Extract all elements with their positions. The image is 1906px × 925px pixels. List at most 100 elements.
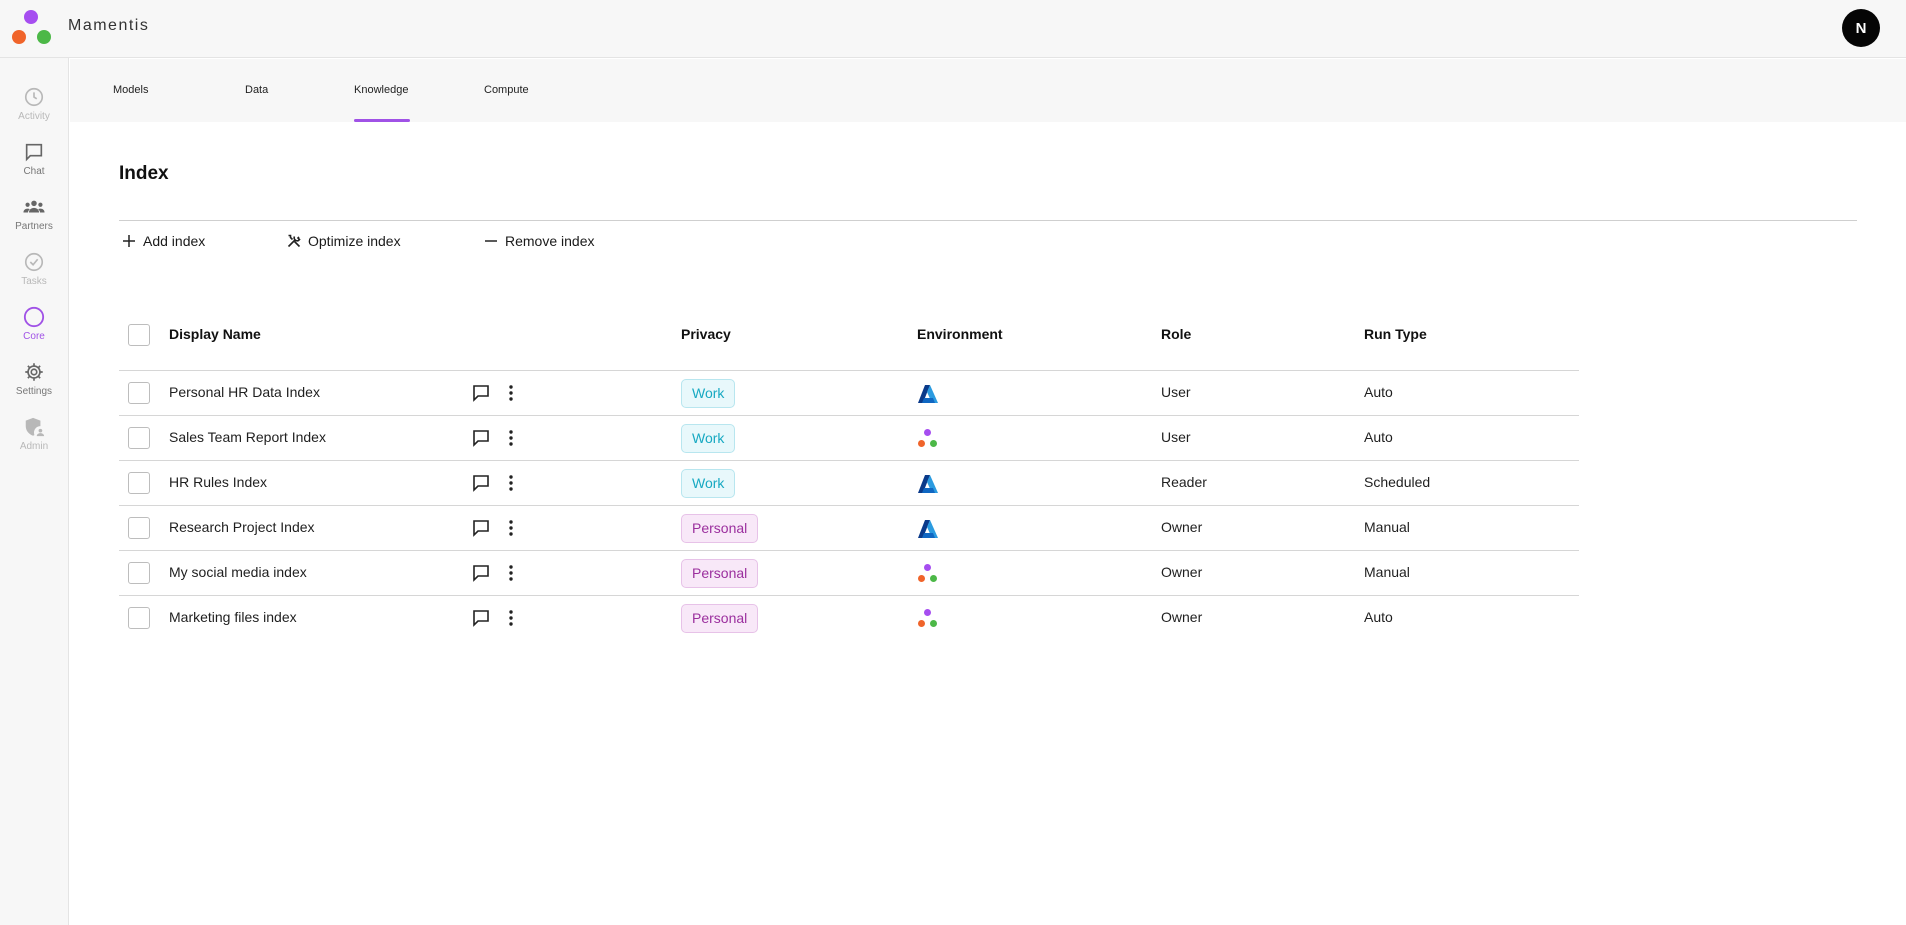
mamentis-icon: [917, 608, 939, 630]
chat-icon[interactable]: [471, 563, 491, 583]
tab-models[interactable]: Models: [113, 84, 149, 96]
row-display-name: Personal HR Data Index: [169, 384, 320, 400]
row-display-name: Sales Team Report Index: [169, 429, 326, 445]
brand-name: Mamentis: [68, 17, 150, 34]
chat-icon: [25, 143, 43, 162]
more-vertical-icon[interactable]: [501, 473, 521, 493]
mamentis-icon: [917, 428, 939, 450]
chat-icon[interactable]: [471, 473, 491, 493]
column-header-display-name[interactable]: Display Name: [169, 326, 261, 342]
sidebar-item-activity[interactable]: Activity: [0, 86, 68, 134]
logo-dot-purple: [924, 609, 931, 616]
row-role: Reader: [1161, 474, 1207, 490]
row-checkbox[interactable]: [128, 472, 150, 494]
row-display-name: My social media index: [169, 564, 307, 580]
row-checkbox[interactable]: [128, 562, 150, 584]
privacy-badge: Work: [681, 379, 736, 408]
privacy-badge: Personal: [681, 559, 759, 588]
row-checkbox[interactable]: [128, 382, 150, 404]
row-checkbox[interactable]: [128, 607, 150, 629]
column-header-environment[interactable]: Environment: [917, 326, 1003, 342]
remove-index-button[interactable]: Remove index: [483, 231, 595, 251]
chat-icon[interactable]: [471, 608, 491, 628]
sidebar-item-core[interactable]: Core: [0, 306, 68, 354]
table-row[interactable]: Research Project Index Personal Owner Ma…: [119, 505, 1579, 550]
logo-dot-green: [37, 30, 51, 44]
table-row[interactable]: Sales Team Report Index Work User Auto: [119, 415, 1579, 460]
table-row[interactable]: Personal HR Data Index Work User Auto: [119, 370, 1579, 415]
logo-dot-green: [930, 620, 937, 627]
active-tab-indicator: [354, 119, 410, 122]
logo-dot-purple: [924, 429, 931, 436]
remove-index-label: Remove index: [505, 233, 595, 249]
table-row[interactable]: HR Rules Index Work Reader Scheduled: [119, 460, 1579, 505]
sidebar-item-admin[interactable]: Admin: [0, 416, 68, 464]
logo-dot-purple: [24, 10, 38, 24]
optimize-index-label: Optimize index: [308, 233, 401, 249]
more-vertical-icon[interactable]: [501, 608, 521, 628]
row-checkbox[interactable]: [128, 517, 150, 539]
add-index-button[interactable]: Add index: [121, 231, 205, 251]
check-circle-icon: [24, 252, 44, 272]
row-run-type: Auto: [1364, 609, 1393, 625]
tab-data[interactable]: Data: [245, 84, 269, 96]
tools-icon: [287, 234, 301, 248]
column-header-run-type[interactable]: Run Type: [1364, 326, 1427, 342]
sidebar-item-partners[interactable]: Partners: [0, 196, 68, 244]
sidebar-item-label: Settings: [15, 386, 53, 397]
user-avatar[interactable]: N: [1842, 9, 1880, 47]
chat-icon[interactable]: [471, 428, 491, 448]
select-all-checkbox[interactable]: [128, 324, 150, 346]
more-vertical-icon[interactable]: [501, 428, 521, 448]
sidebar-item-label: Core: [23, 331, 45, 342]
row-run-type: Manual: [1364, 564, 1410, 580]
column-header-privacy[interactable]: Privacy: [681, 326, 731, 342]
column-header-role[interactable]: Role: [1161, 326, 1192, 342]
page-title: Index: [119, 163, 169, 184]
table-row[interactable]: Marketing files index Personal Owner Aut…: [119, 595, 1579, 640]
chat-icon[interactable]: [471, 518, 491, 538]
plus-icon: [123, 235, 135, 247]
top-bar: Mamentis N: [0, 0, 1906, 58]
logo-dot-green: [930, 575, 937, 582]
sub-navigation: Models Data Knowledge Compute: [70, 59, 1906, 122]
azure-icon: [918, 385, 938, 403]
row-display-name: Research Project Index: [169, 519, 315, 535]
more-vertical-icon[interactable]: [501, 563, 521, 583]
row-run-type: Auto: [1364, 429, 1393, 445]
logo-dot-orange: [918, 440, 925, 447]
row-checkbox[interactable]: [128, 427, 150, 449]
circle-icon: [23, 306, 45, 328]
shield-user-icon: [25, 417, 45, 437]
logo-dot-orange: [12, 30, 26, 44]
tab-compute[interactable]: Compute: [484, 84, 529, 96]
more-vertical-icon[interactable]: [501, 383, 521, 403]
gear-icon: [25, 363, 43, 381]
table-row[interactable]: My social media index Personal Owner Man…: [119, 550, 1579, 595]
logo-dot-green: [930, 440, 937, 447]
azure-icon: [918, 475, 938, 493]
sidebar-item-settings[interactable]: Settings: [0, 361, 68, 409]
row-role: Owner: [1161, 609, 1203, 625]
sidebar-item-chat[interactable]: Chat: [0, 141, 68, 189]
add-index-label: Add index: [143, 233, 206, 249]
logo-dot-orange: [918, 620, 925, 627]
row-display-name: Marketing files index: [169, 609, 297, 625]
privacy-badge: Personal: [681, 514, 759, 543]
azure-icon: [918, 520, 938, 538]
tab-knowledge[interactable]: Knowledge: [354, 84, 409, 96]
app-logo[interactable]: [12, 10, 52, 46]
privacy-badge: Work: [681, 469, 736, 498]
sidebar-item-label: Tasks: [21, 276, 47, 287]
logo-dot-purple: [924, 564, 931, 571]
sidebar-item-label: Activity: [18, 111, 50, 122]
divider: [119, 220, 1857, 221]
optimize-index-button[interactable]: Optimize index: [286, 231, 401, 251]
sidebar: Activity Chat Partners Tasks Core Settin…: [0, 58, 69, 925]
sidebar-item-label: Partners: [15, 221, 53, 232]
sidebar-item-tasks[interactable]: Tasks: [0, 251, 68, 299]
logo-dot-orange: [918, 575, 925, 582]
people-icon: [23, 200, 45, 213]
chat-icon[interactable]: [471, 383, 491, 403]
more-vertical-icon[interactable]: [501, 518, 521, 538]
